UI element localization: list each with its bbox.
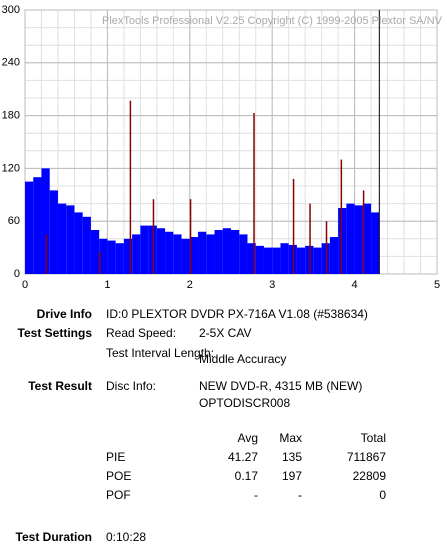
info-text: Test Settings (17, 326, 92, 340)
info-text: 711867 (346, 450, 386, 464)
bar (371, 212, 380, 274)
info-text: POF (106, 488, 131, 502)
x-tick-label: 2 (187, 279, 193, 291)
bar (49, 190, 58, 274)
info-text: Test Interval Length: (106, 346, 215, 360)
bar (90, 230, 100, 274)
bar (340, 159, 343, 274)
info-text: NEW DVD-R, 4315 MB (NEW) (199, 379, 363, 393)
watermark: PlexTools Professional V2.25 Copyright (… (102, 15, 443, 27)
info-text: 2-5X CAV (199, 326, 252, 340)
bar (206, 234, 215, 274)
info-text: Avg (237, 431, 258, 445)
bar (272, 247, 281, 274)
info-text: Read Speed: (106, 326, 177, 340)
bar (198, 231, 207, 274)
info-text: 197 (281, 469, 302, 483)
info-text: POE (106, 469, 132, 483)
bar (313, 247, 322, 274)
y-tick-label: 240 (2, 57, 20, 69)
info-text: Test Result (28, 379, 92, 393)
info-text: Disc Info: (106, 379, 157, 393)
bar (57, 203, 67, 274)
y-tick-label: 120 (2, 162, 20, 174)
bar (33, 177, 42, 274)
bar (66, 205, 75, 274)
bar (99, 238, 108, 274)
bar (231, 230, 240, 274)
info-text: Drive Info (36, 307, 92, 321)
bar (362, 190, 365, 274)
bar (152, 199, 155, 274)
x-tick-label: 4 (352, 279, 358, 291)
bar (346, 203, 355, 274)
bar (41, 168, 50, 274)
bar (263, 247, 273, 274)
info-text: Total (360, 431, 386, 445)
y-tick-label: 300 (2, 4, 20, 16)
bar (99, 252, 101, 274)
bar (292, 178, 295, 274)
bar (255, 245, 264, 274)
bar (354, 205, 363, 274)
bar (173, 234, 182, 274)
info-text: ID:0 PLEXTOR DVDR PX-716A V1.08 (#538634… (106, 307, 368, 321)
bar (129, 100, 132, 274)
bar (132, 234, 141, 274)
bar (239, 234, 248, 274)
bar (107, 240, 116, 274)
bar (280, 243, 289, 274)
y-tick-label: 180 (2, 110, 20, 122)
bar (140, 225, 149, 274)
info-text: 41.27 (227, 450, 258, 464)
info-text: Middle Accuracy (199, 352, 287, 366)
bar (247, 243, 256, 274)
info-text: 0 (379, 488, 386, 502)
bar (74, 212, 83, 274)
bar (45, 234, 48, 274)
bar (296, 247, 306, 274)
y-tick-label: 0 (14, 268, 20, 280)
bar (115, 243, 124, 274)
bar (214, 230, 223, 274)
info-text: OPTODISCR008 (199, 396, 291, 410)
info-text: 0.17 (234, 469, 258, 483)
bar (329, 237, 339, 274)
bar (165, 231, 174, 274)
bar (253, 112, 255, 275)
bar (338, 208, 347, 274)
bar (123, 238, 133, 274)
info-text: - (254, 488, 258, 502)
bar (325, 221, 328, 274)
bar (309, 203, 311, 274)
bar (189, 199, 192, 274)
x-tick-label: 5 (434, 279, 440, 291)
info-text: 0:10:28 (106, 530, 147, 544)
info-text: 135 (281, 450, 302, 464)
bar (222, 228, 231, 274)
bar (189, 237, 199, 274)
bar (181, 238, 190, 274)
bar (25, 181, 34, 274)
y-tick-label: 60 (8, 215, 20, 227)
chart: PlexTools Professional V2.25 Copyright (… (2, 4, 443, 291)
bar (82, 216, 91, 274)
bar (156, 228, 166, 274)
info-text: - (298, 488, 302, 502)
info-text: Max (279, 431, 302, 445)
x-tick-label: 3 (269, 279, 275, 291)
x-tick-label: 1 (104, 279, 110, 291)
info-text: Test Duration (15, 530, 92, 544)
info-text: PIE (106, 450, 126, 464)
info-text: 22809 (352, 469, 386, 483)
bar (362, 203, 372, 274)
x-tick-label: 0 (22, 279, 28, 291)
